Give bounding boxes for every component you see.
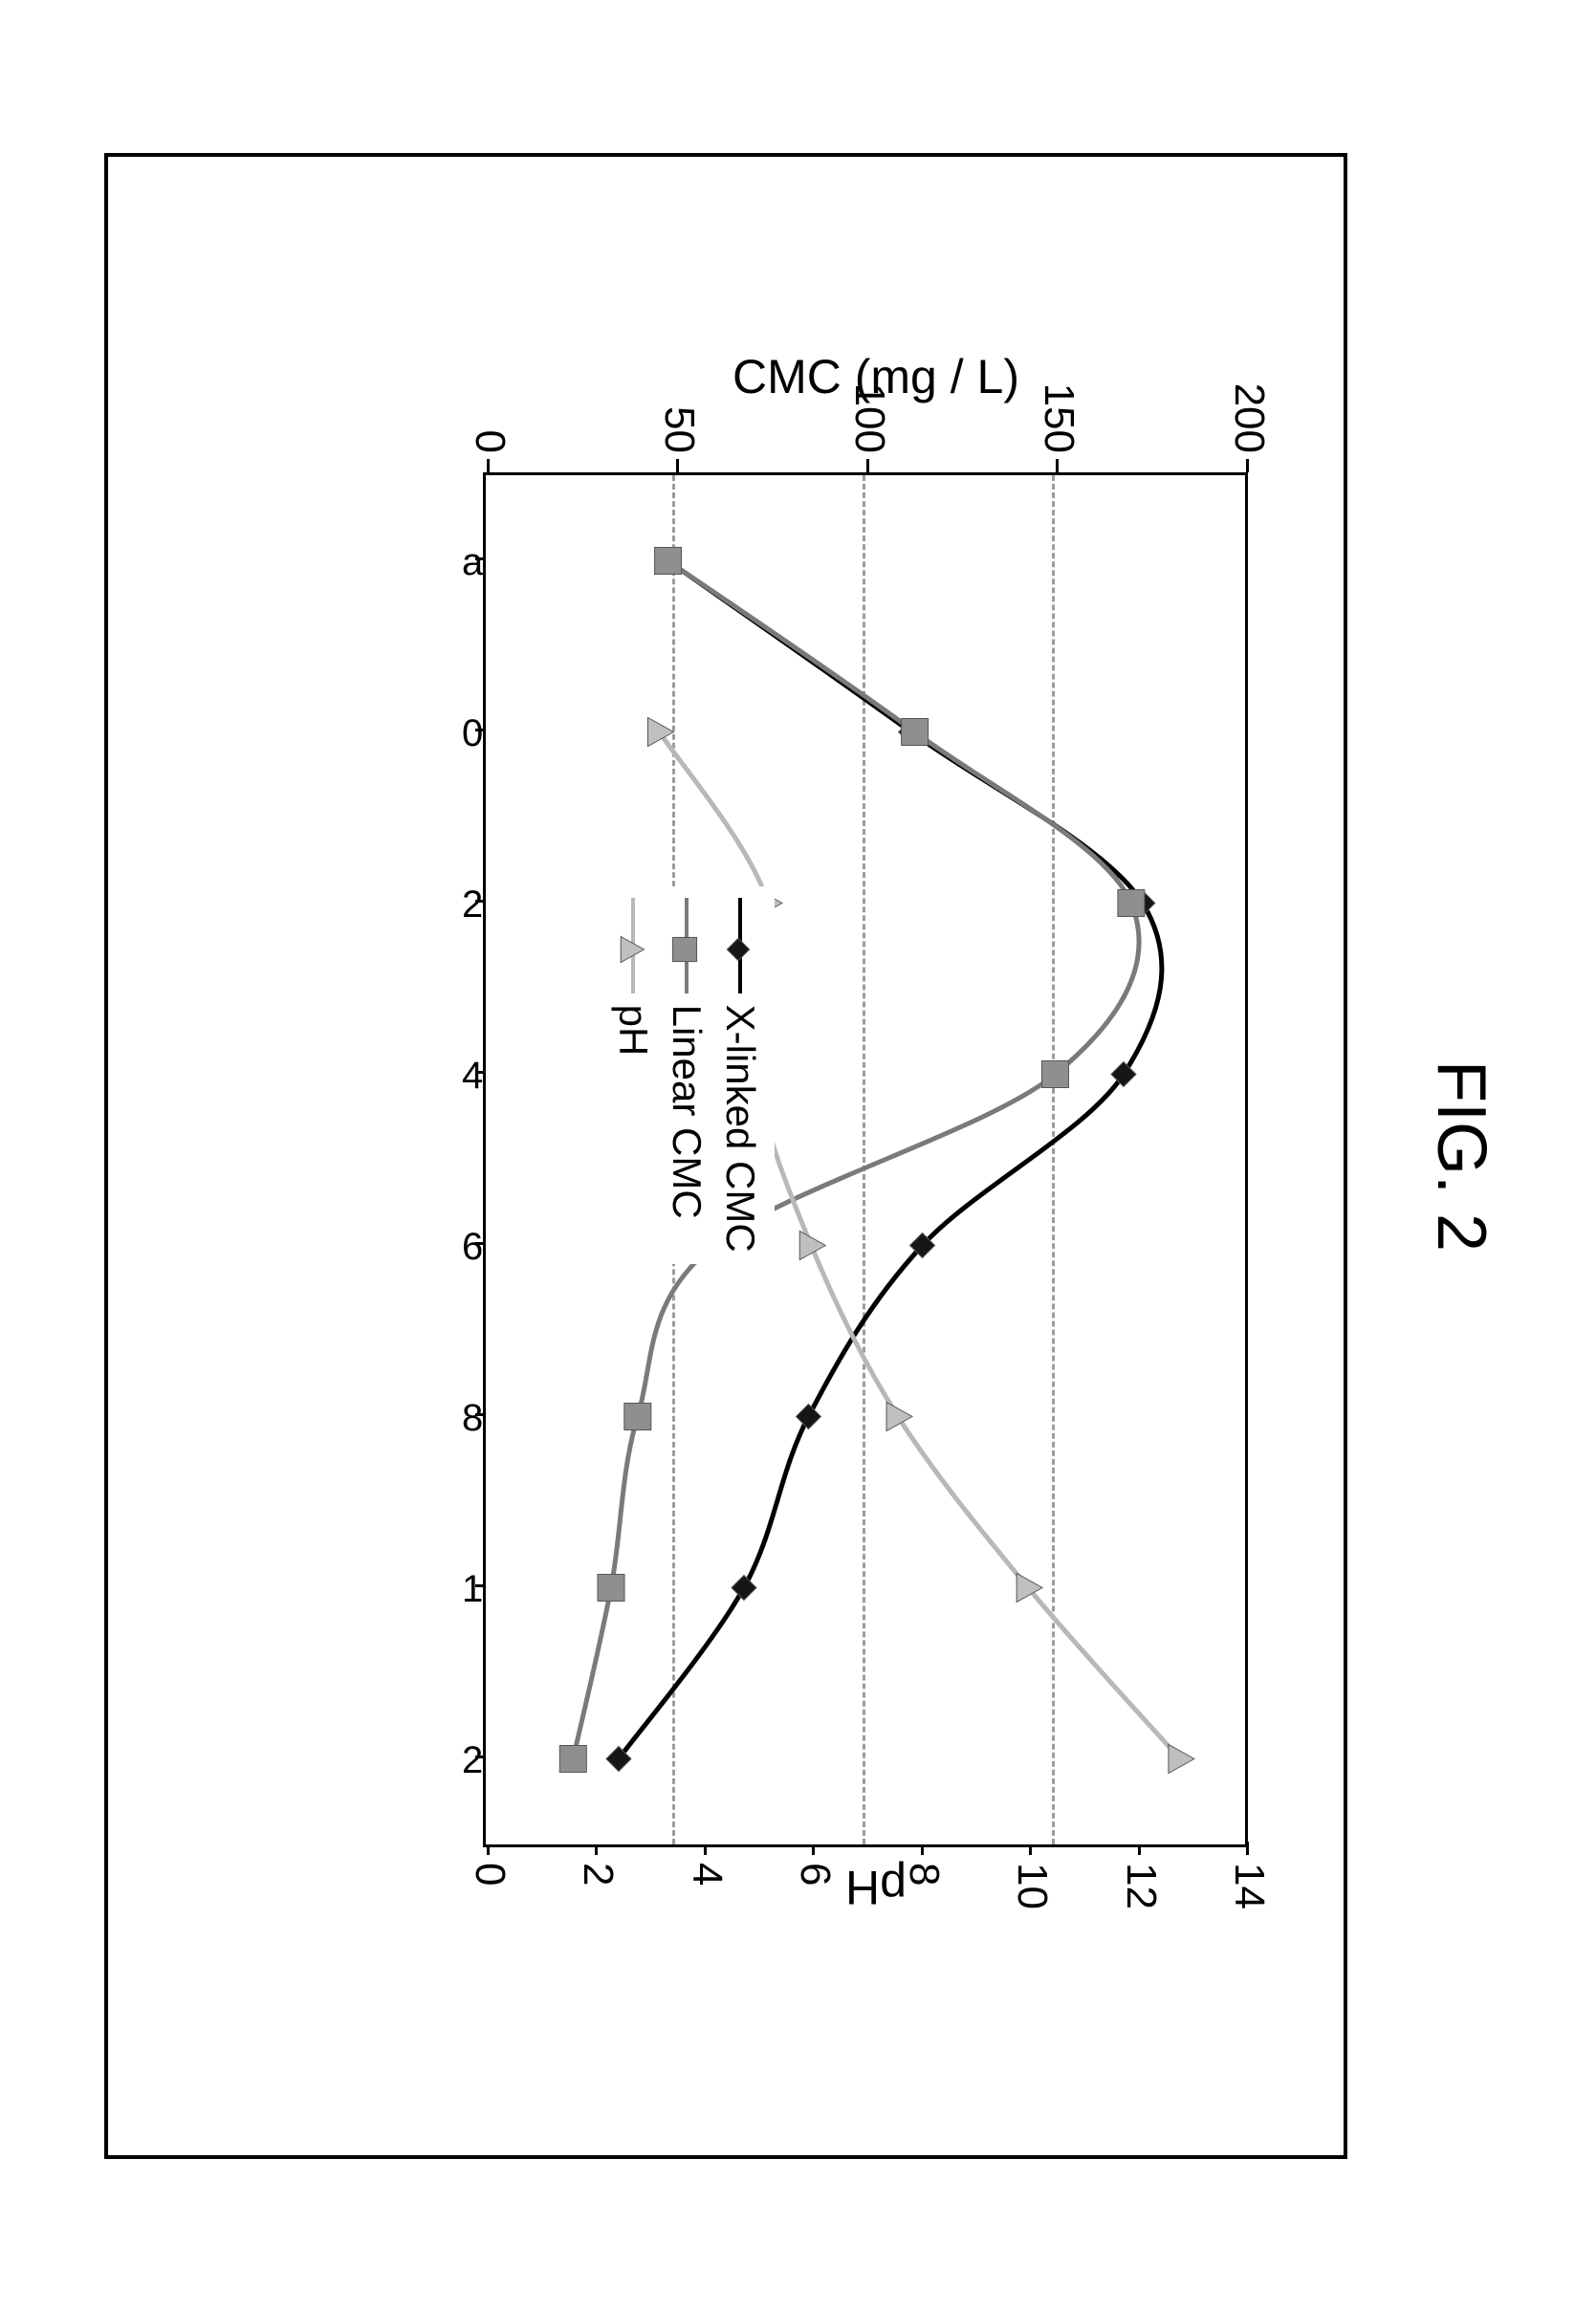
y-right-tick-label: 6 [791, 1863, 839, 1977]
legend-marker-icon [618, 936, 645, 963]
y-left-tick-label: 0 [466, 338, 514, 453]
plot-area: X-linked CMCLinear CMCpH [483, 472, 1248, 1847]
chart-container: CMC (mg / L) pH 050100150200 02468101214… [292, 272, 1267, 2048]
y-left-tick-mark [487, 459, 490, 472]
y-left-tick-mark [866, 459, 869, 472]
legend-label: Linear CMC [664, 1005, 710, 1219]
legend-swatch-line [685, 898, 689, 993]
series-marker-x-linked-cmc [732, 1576, 756, 1601]
legend-marker-icon [671, 936, 698, 963]
series-marker-linear-cmc [902, 719, 929, 746]
series-marker-linear-cmc [1042, 1061, 1069, 1088]
y-right-tick-label: 12 [1117, 1863, 1165, 1977]
series-marker-linear-cmc [655, 548, 682, 575]
y-right-tick-label: 10 [1008, 1863, 1056, 1977]
y-left-tick-label: 150 [1036, 338, 1083, 453]
series-marker-ph [647, 718, 673, 747]
rotated-figure-wrapper: FIG. 2 CMC (mg / L) pH 050100150200 0246… [57, 57, 1539, 2255]
series-marker-ph [1169, 1745, 1194, 1774]
y-left-tick-mark [1246, 459, 1249, 472]
legend: X-linked CMCLinear CMCpH [599, 886, 775, 1264]
series-marker-ph [886, 1403, 912, 1431]
y-left-tick-mark [1057, 459, 1060, 472]
legend-item: X-linked CMC [713, 898, 767, 1253]
legend-item: Linear CMC [660, 898, 713, 1253]
series-marker-linear-cmc [1118, 890, 1145, 917]
series-marker-linear-cmc [559, 1746, 586, 1773]
y-left-tick-label: 50 [656, 338, 704, 453]
y-right-tick-label: 0 [466, 1863, 514, 1977]
y-left-tick-label: 200 [1225, 338, 1273, 453]
y-right-tick-label: 14 [1225, 1863, 1273, 1977]
legend-label: pH [610, 1005, 656, 1057]
series-marker-x-linked-cmc [796, 1405, 820, 1429]
figure-title: FIG. 2 [1422, 57, 1500, 2255]
legend-swatch-line [631, 898, 635, 993]
series-marker-linear-cmc [598, 1575, 624, 1602]
y-right-tick-label: 4 [683, 1863, 731, 1977]
page: FIG. 2 CMC (mg / L) pH 050100150200 0246… [0, 0, 1596, 2312]
y-right-tick-label: 8 [900, 1863, 948, 1977]
y-right-tick-label: 2 [574, 1863, 622, 1977]
legend-label: X-linked CMC [717, 1005, 763, 1253]
series-marker-linear-cmc [624, 1404, 651, 1430]
y-left-tick-mark [677, 459, 680, 472]
series-marker-ph [799, 1232, 825, 1260]
legend-marker-icon [725, 936, 752, 963]
chart-outer-frame: CMC (mg / L) pH 050100150200 02468101214… [104, 153, 1347, 2159]
y-left-tick-label: 100 [845, 338, 893, 453]
legend-item: pH [606, 898, 660, 1253]
legend-swatch-line [738, 898, 742, 993]
